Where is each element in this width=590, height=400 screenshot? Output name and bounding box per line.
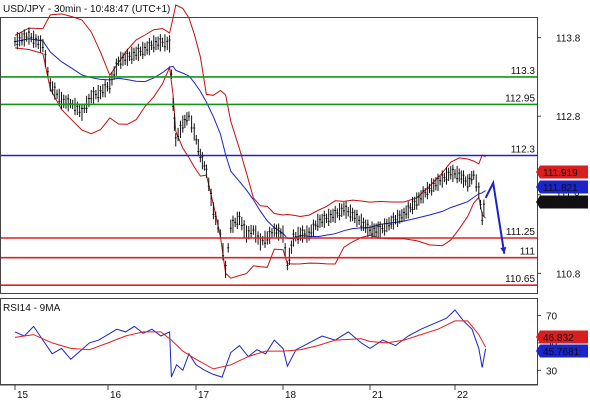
level-label: 110.65: [505, 274, 535, 285]
price-tag-label: 111.758: [543, 198, 578, 209]
rsi-y-tick-label: 50: [546, 339, 558, 350]
price-y-tick-label: 113.8: [556, 34, 581, 45]
x-tick-label: 21: [372, 390, 384, 400]
x-tick-label: 18: [285, 390, 297, 400]
rsi-y-tick-label: 70: [546, 311, 558, 322]
level-label: 112.3: [511, 145, 536, 156]
rsi-plot: [14, 309, 487, 378]
level-label: 111.25: [506, 227, 536, 238]
price-tag: [536, 180, 588, 194]
price-tag: [536, 165, 588, 179]
price-panel-frame: [0, 17, 538, 294]
chart-title: USD/JPY - 30min - 10:48:47 (UTC+1): [3, 4, 170, 15]
rsi-y-tick-label: 30: [546, 366, 558, 377]
rsi-line: [14, 309, 487, 378]
bollinger-lower-band: [14, 47, 486, 279]
rsi-ma-line: [14, 320, 487, 370]
rsi-tag: [536, 330, 588, 344]
moving-average-line: [14, 38, 486, 240]
rsi-tag: [536, 344, 588, 358]
level-label: 112.95: [505, 93, 535, 104]
bollinger-upper-band: [14, 4, 486, 218]
x-tick-label: 15: [17, 390, 29, 400]
price-y-tick-label: 110.8: [556, 269, 581, 280]
x-tick-label: 17: [198, 390, 210, 400]
price-plot: 113.3 112.95 112.3 111.25 111 110.65: [1, 4, 537, 286]
rsi-tag-label: 46.832: [543, 333, 574, 344]
rsi-title: RSI14 - 9MA: [3, 303, 61, 314]
price-tag: [536, 195, 588, 209]
axes: 113.8112.8111.8110.870503015161718212211…: [14, 34, 588, 400]
x-tick-label: 16: [110, 390, 122, 400]
price-tag-label: 111.821: [543, 183, 578, 194]
rsi-tag-label: 45.7681: [543, 347, 580, 358]
level-label: 113.3: [511, 66, 536, 77]
price-tag-label: 111.919: [543, 168, 578, 179]
projection-arrow-head: [500, 247, 507, 254]
price-y-tick-label: 112.8: [556, 112, 581, 123]
projection-arrow-line: [484, 179, 506, 254]
level-label: 111: [520, 247, 536, 258]
x-tick-label: 22: [457, 390, 469, 400]
